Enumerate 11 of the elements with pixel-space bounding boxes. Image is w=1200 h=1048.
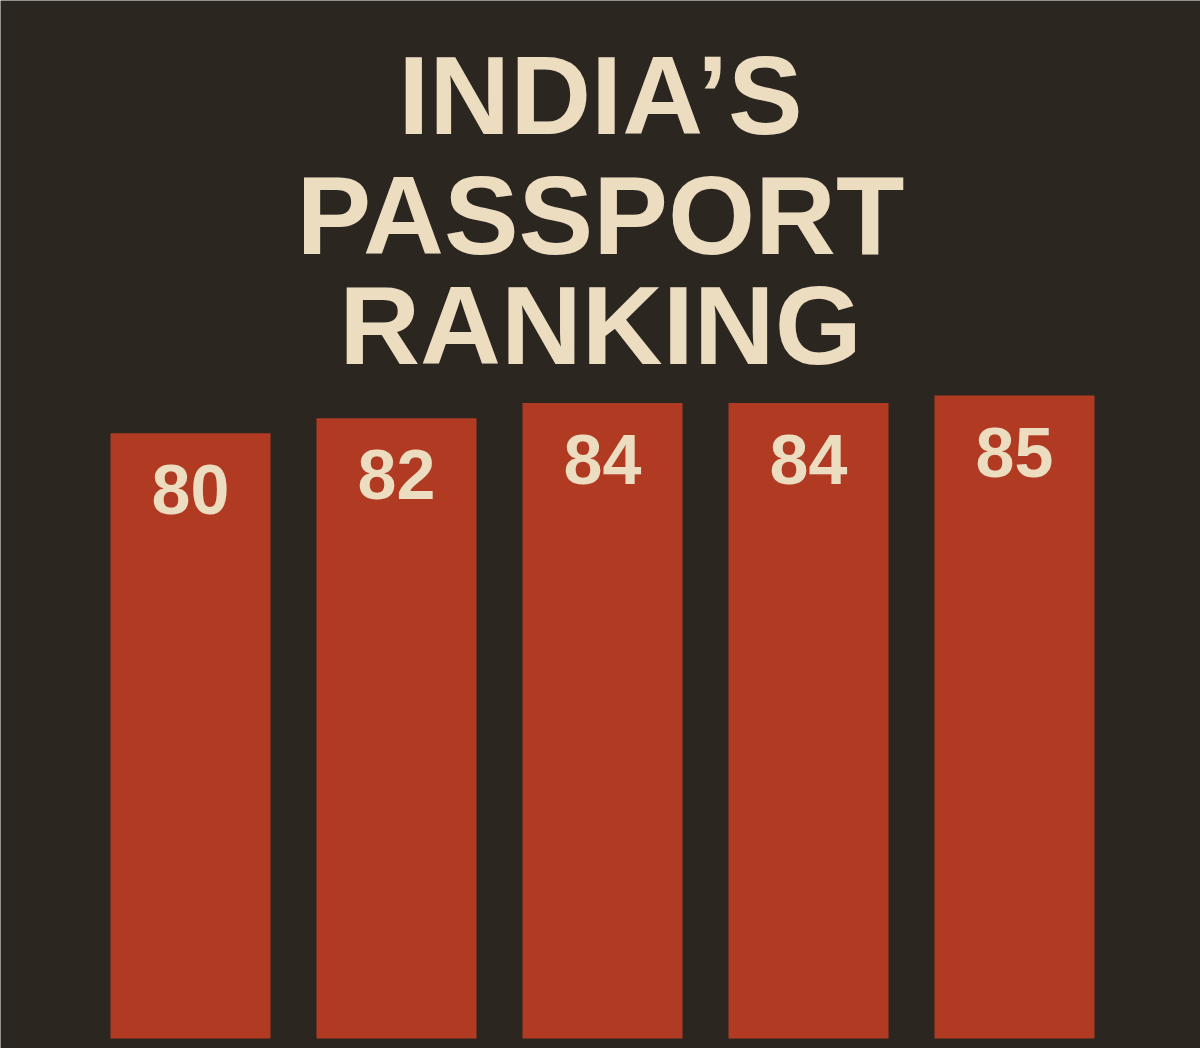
bar	[316, 418, 477, 1039]
bar	[728, 403, 889, 1039]
bar	[934, 395, 1095, 1039]
bar	[522, 403, 683, 1039]
data-label: 80	[151, 451, 230, 530]
data-label: 85	[975, 413, 1054, 492]
data-label: 82	[357, 436, 436, 515]
bar	[110, 433, 271, 1039]
chart-title: INDIA’S PASSPORT RANKING	[296, 33, 905, 388]
data-label: 84	[563, 421, 642, 500]
data-label: 84	[769, 421, 848, 500]
